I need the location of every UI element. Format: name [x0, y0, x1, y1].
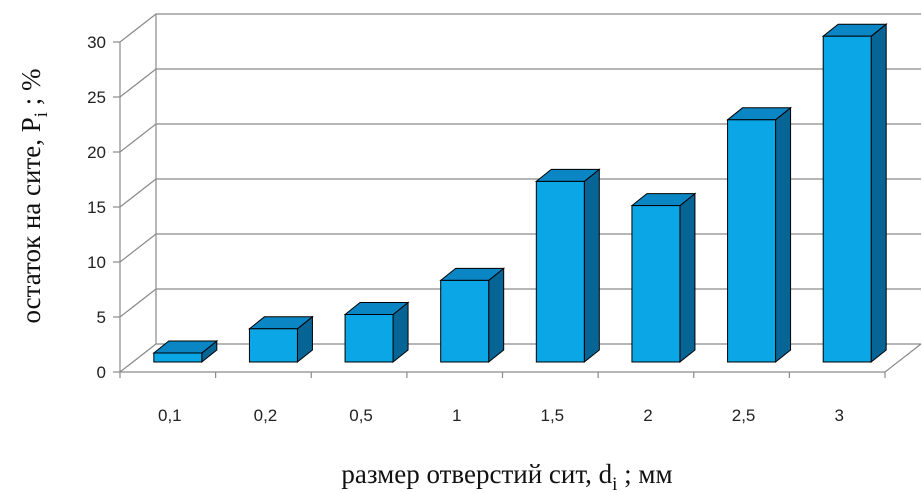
bars — [152, 23, 888, 364]
bar-side — [775, 106, 792, 364]
y-tick-label: 10 — [87, 253, 106, 272]
x-axis-title: размер отверстий сит, di ; мм — [341, 459, 672, 493]
bar — [152, 339, 219, 364]
y-tick-label: 25 — [87, 88, 106, 107]
x-tick-label: 0,5 — [349, 406, 373, 425]
gridline — [119, 68, 921, 98]
bar — [534, 168, 601, 364]
gridline — [119, 123, 921, 153]
gridline — [119, 178, 921, 208]
x-tick-labels: 0,1 0,2 0,5 1 1,5 2 2,5 3 — [158, 406, 844, 425]
bar — [630, 192, 697, 364]
bar-front — [248, 328, 298, 363]
y-tick-label: 30 — [87, 33, 106, 52]
x-tick-label: 1 — [452, 406, 461, 425]
x-tick-label: 1,5 — [540, 406, 564, 425]
bar — [439, 267, 506, 364]
gridline — [119, 233, 921, 263]
bar-side — [488, 267, 505, 364]
bar-front — [727, 119, 777, 363]
y-tick-label: 15 — [87, 198, 106, 217]
bar-front — [535, 180, 585, 363]
y-axis-title: остаток на сите, Pi ; % — [16, 68, 52, 323]
y-tick-labels: 0 5 10 15 20 25 30 — [87, 33, 106, 382]
y-tick-label: 0 — [97, 363, 106, 382]
gridline — [119, 288, 921, 318]
bar-front — [153, 352, 203, 363]
y-tick-label: 20 — [87, 143, 106, 162]
bar-side — [679, 192, 696, 364]
bar-front — [822, 35, 872, 363]
bar — [726, 106, 792, 364]
x-tick-label: 0,2 — [254, 406, 278, 425]
bar-side — [583, 168, 600, 364]
gridline — [119, 13, 921, 43]
bar — [343, 301, 410, 364]
bar — [821, 23, 888, 364]
bar-front — [344, 314, 394, 363]
floor-right-edge — [884, 343, 922, 373]
bar — [248, 315, 314, 364]
bar-front — [631, 205, 681, 363]
grid-lines — [113, 13, 922, 378]
x-tick-label: 2,5 — [732, 406, 756, 425]
x-tick-label: 0,1 — [158, 406, 182, 425]
y-tick-label: 5 — [97, 308, 106, 327]
x-tick-label: 2 — [643, 406, 652, 425]
gridline — [119, 343, 921, 373]
x-tick-label: 3 — [834, 406, 843, 425]
bar-front — [440, 279, 490, 363]
bar-side — [870, 23, 887, 364]
